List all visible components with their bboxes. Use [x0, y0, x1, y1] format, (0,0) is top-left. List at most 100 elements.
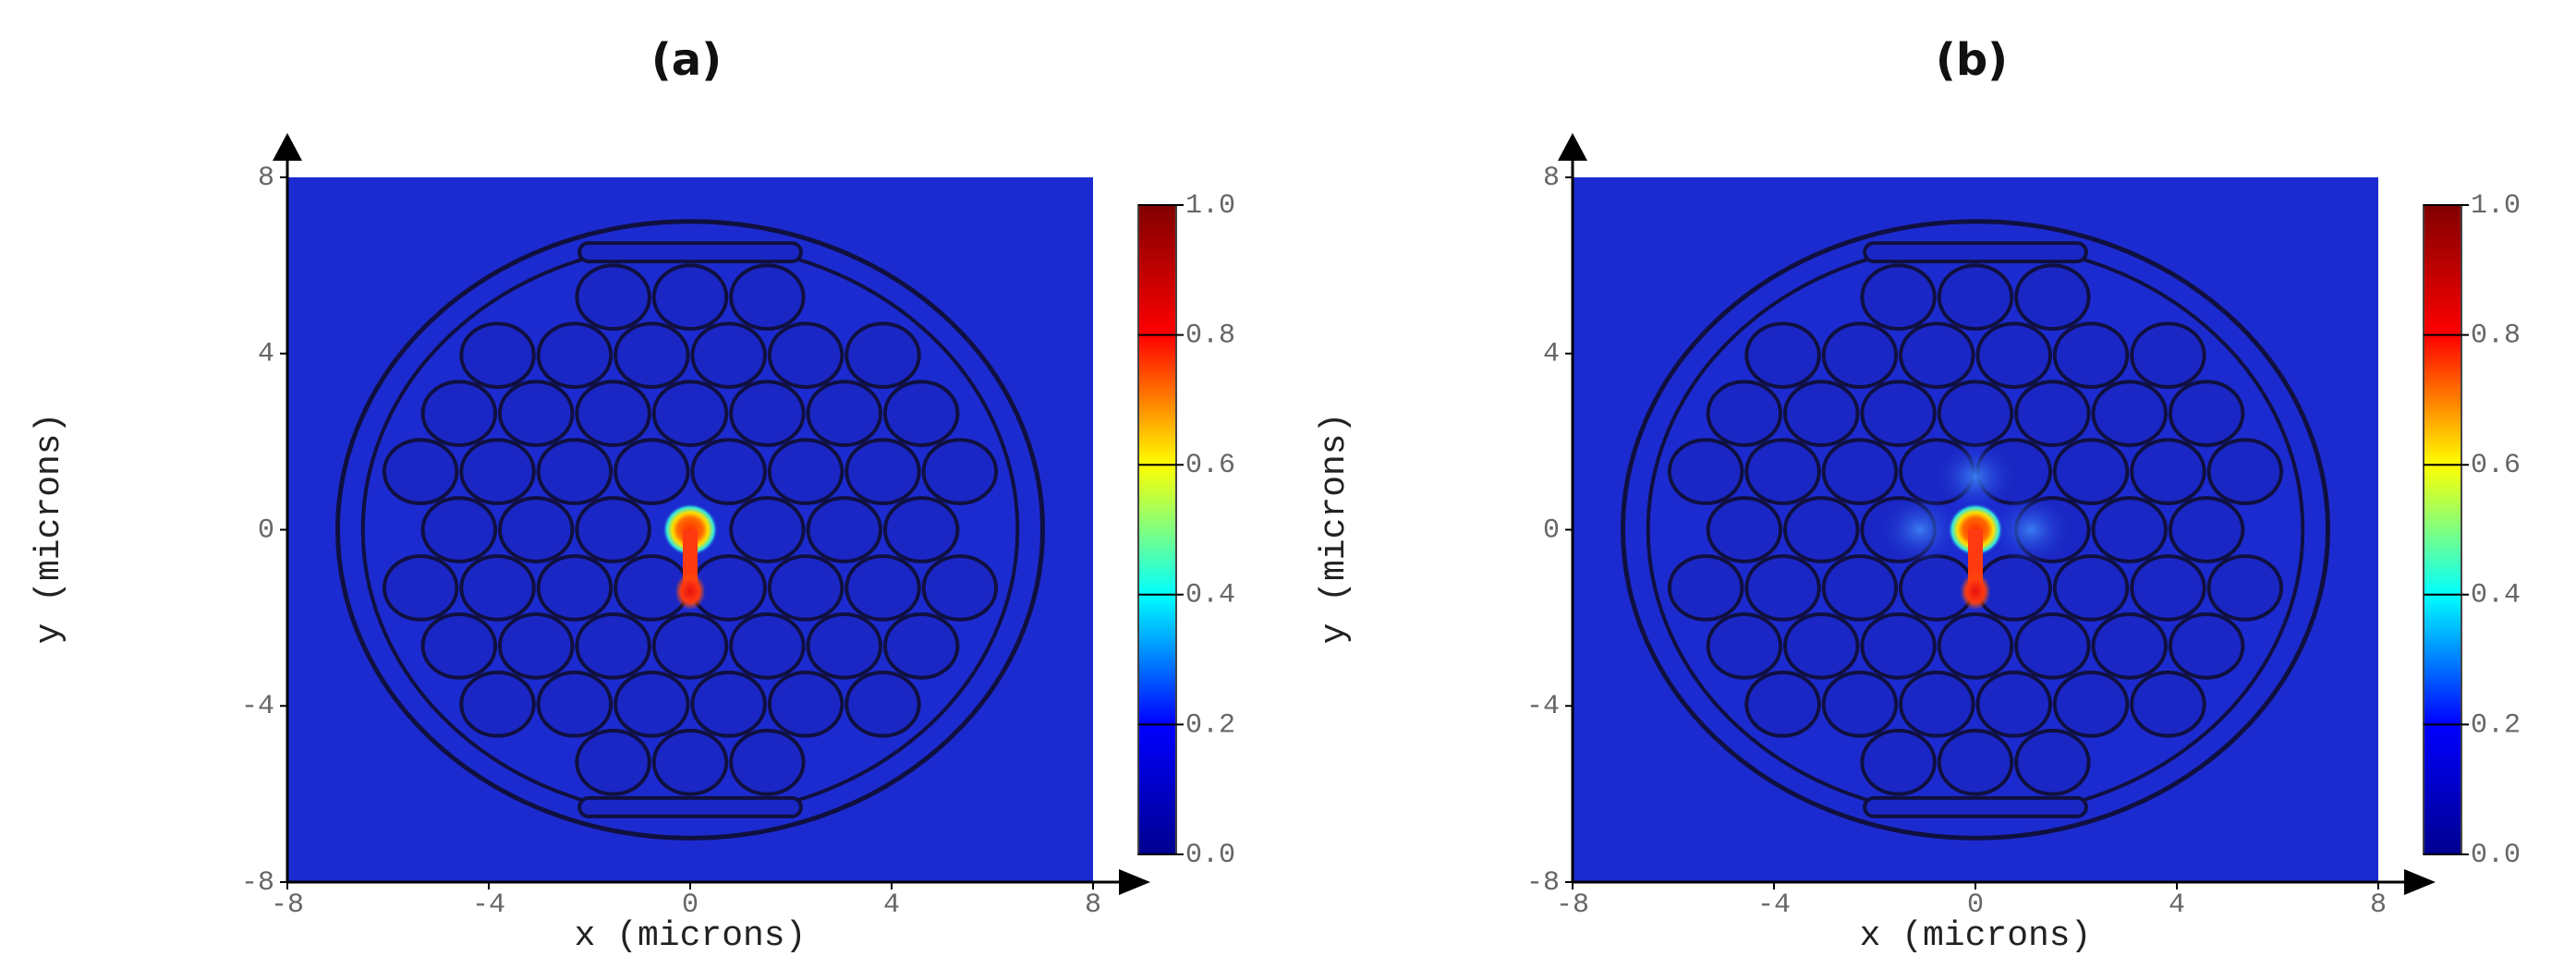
air-hole [2091, 612, 2169, 680]
y-tick-label: -4 [1526, 691, 1560, 722]
bridge-slot [1863, 241, 2088, 264]
air-hole [1975, 671, 2052, 738]
fiber-outline [1621, 219, 2330, 841]
air-hole [729, 612, 806, 680]
air-hole [2130, 554, 2206, 622]
air-hole [2052, 438, 2130, 505]
air-hole [536, 671, 614, 738]
mode-glow [1990, 494, 2072, 565]
air-hole [2168, 612, 2245, 680]
air-hole [844, 438, 921, 505]
air-hole [1782, 380, 1860, 447]
x-arrow [2404, 869, 2436, 895]
x-tick-label: 4 [883, 889, 900, 921]
air-hole [575, 612, 651, 680]
air-hole [690, 321, 767, 389]
air-hole [1744, 438, 1821, 505]
air-hole [459, 554, 536, 622]
air-hole [2130, 671, 2206, 738]
colorbar-tick-label: 1.0 [1185, 190, 1235, 222]
air-hole [614, 321, 690, 389]
y-tick-label: 4 [258, 339, 274, 370]
colorbar-tick-label: 0.0 [2471, 840, 2521, 871]
lobe-field [1960, 573, 1991, 611]
air-hole [806, 380, 883, 447]
air-hole [1706, 496, 1783, 563]
air-hole [2168, 496, 2245, 563]
air-hole [767, 671, 844, 738]
air-hole [497, 496, 575, 563]
x-tick-label: -8 [271, 889, 304, 921]
y-arrow [1558, 133, 1587, 161]
mode-glow [1935, 442, 2016, 513]
air-hole [1937, 380, 2014, 447]
air-hole [459, 671, 536, 738]
air-hole [844, 554, 921, 622]
air-hole [575, 263, 651, 332]
mode-glow [1879, 494, 1961, 565]
air-hole [1937, 728, 2014, 796]
field-stem [683, 529, 698, 587]
y-tick-label: -8 [241, 867, 274, 899]
air-hole [1821, 438, 1899, 505]
air-hole [2052, 671, 2130, 738]
y-tick-label: -8 [1526, 867, 1560, 899]
air-hole [1744, 554, 1821, 622]
air-hole [420, 496, 498, 563]
air-hole [2052, 321, 2130, 389]
air-hole [1706, 612, 1783, 680]
air-hole [729, 380, 806, 447]
air-hole [651, 263, 729, 332]
colorbar-tick-label: 0.6 [2471, 450, 2521, 481]
air-hole [614, 671, 690, 738]
air-hole [1706, 380, 1783, 447]
bridge-slot [1863, 795, 2088, 818]
air-hole [614, 438, 690, 505]
air-hole [575, 728, 651, 796]
air-hole [2206, 438, 2284, 505]
air-hole [806, 496, 883, 563]
air-hole [767, 321, 844, 389]
air-hole [651, 380, 729, 447]
air-hole [2091, 496, 2169, 563]
x-tick-label: -4 [1757, 889, 1791, 921]
air-hole [2014, 380, 2091, 447]
fiber-outline [335, 219, 1045, 841]
air-hole [651, 728, 729, 796]
air-hole [882, 380, 960, 447]
y-arrow [273, 133, 302, 161]
air-hole [536, 554, 614, 622]
air-hole [729, 496, 806, 563]
air-hole [2014, 612, 2091, 680]
x-axis-label: x (microns) [575, 916, 807, 956]
y-tick-label: -4 [241, 691, 274, 722]
air-hole [1667, 438, 1744, 505]
bridge-slot [577, 795, 803, 818]
y-tick-label: 8 [258, 163, 274, 194]
air-hole [497, 380, 575, 447]
air-hole [1744, 321, 1821, 389]
x-axis-label: x (microns) [1860, 916, 2092, 956]
air-hole [1782, 612, 1860, 680]
colorbar-tick-label: 0.8 [1185, 321, 1235, 352]
lobe-field [674, 573, 706, 611]
colorbar-tick-label: 0.6 [1185, 450, 1235, 481]
air-hole [921, 554, 999, 622]
colorbar-tick-label: 0.4 [1185, 580, 1235, 611]
colorbar-tick-label: 1.0 [2471, 190, 2521, 222]
air-hole [536, 438, 614, 505]
air-hole [2130, 321, 2206, 389]
air-hole [1937, 612, 2014, 680]
air-hole [767, 554, 844, 622]
air-hole [882, 612, 960, 680]
x-tick-label: 8 [2370, 889, 2387, 921]
air-hole [536, 321, 614, 389]
air-hole [1821, 321, 1899, 389]
air-hole [806, 612, 883, 680]
y-tick-label: 8 [1543, 163, 1560, 194]
field-stem [1968, 529, 1983, 587]
air-hole [420, 612, 498, 680]
colorbar-tick-label: 0.2 [1185, 709, 1235, 741]
air-hole [497, 612, 575, 680]
panel-title: (b) [1936, 34, 2008, 86]
